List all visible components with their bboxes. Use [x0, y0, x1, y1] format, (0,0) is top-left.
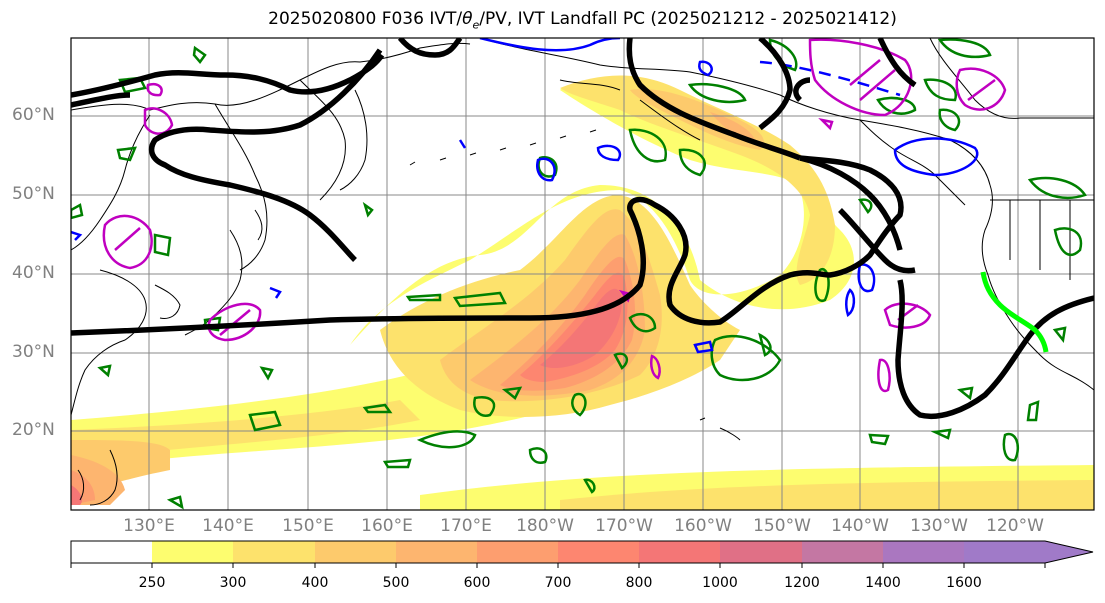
- lon-label: 120°W: [986, 516, 1044, 536]
- colorbar: [70, 540, 1094, 568]
- colorbar-label: 500: [382, 575, 410, 591]
- map-panel: [71, 38, 1094, 510]
- colorbar-label: 700: [544, 575, 572, 591]
- lon-label: 150°W: [753, 516, 811, 536]
- lon-label: 140°E: [202, 516, 254, 536]
- lon-label: 170°W: [595, 516, 653, 536]
- colorbar-bin: [558, 541, 639, 563]
- map-frame: [70, 37, 1095, 511]
- colorbar-label: 400: [301, 575, 329, 591]
- colorbar-label: 1000: [702, 575, 738, 591]
- colorbar-extend-arrow: [964, 541, 1093, 563]
- lon-label: 170°E: [440, 516, 492, 536]
- lon-label: 160°W: [674, 516, 732, 536]
- colorbar-label: 600: [463, 575, 491, 591]
- colorbar-bin: [720, 541, 802, 563]
- colorbar-bin: [396, 541, 477, 563]
- colorbar-label: 1600: [946, 575, 982, 591]
- colorbar-label: 1400: [865, 575, 901, 591]
- lon-label: 130°E: [123, 516, 175, 536]
- colorbar-label: 800: [625, 575, 653, 591]
- colorbar-bin: [477, 541, 558, 563]
- lon-label: 180°W: [516, 516, 574, 536]
- lon-label: 150°E: [282, 516, 334, 536]
- lat-label: 20°N: [12, 420, 55, 440]
- lat-label: 50°N: [12, 184, 55, 204]
- colorbar-bin: [802, 541, 883, 563]
- colorbar-bin: [71, 541, 152, 563]
- colorbar-label: 1200: [784, 575, 820, 591]
- landfall-segment: [980, 271, 1049, 353]
- colorbar-bin: [152, 541, 233, 563]
- lon-label: 140°W: [831, 516, 889, 536]
- colorbar-bin: [315, 541, 396, 563]
- colorbar-label: 250: [138, 575, 166, 591]
- lon-label: 130°W: [910, 516, 968, 536]
- ivt-landfall-contours: [71, 38, 1094, 419]
- lat-label: 60°N: [12, 105, 55, 125]
- colorbar-label: 300: [219, 575, 247, 591]
- theta-e-contours: [71, 38, 1087, 510]
- pv-blue-contours: [71, 38, 979, 354]
- colorbar-bin: [639, 541, 720, 563]
- lon-label: 160°E: [361, 516, 413, 536]
- colorbar-bin: [883, 541, 964, 563]
- colorbar-bin: [233, 541, 315, 563]
- map-title: 2025020800 F036 IVT/θe/PV, IVT Landfall …: [268, 9, 897, 32]
- lat-label: 40°N: [12, 263, 55, 283]
- lat-label: 30°N: [12, 342, 55, 362]
